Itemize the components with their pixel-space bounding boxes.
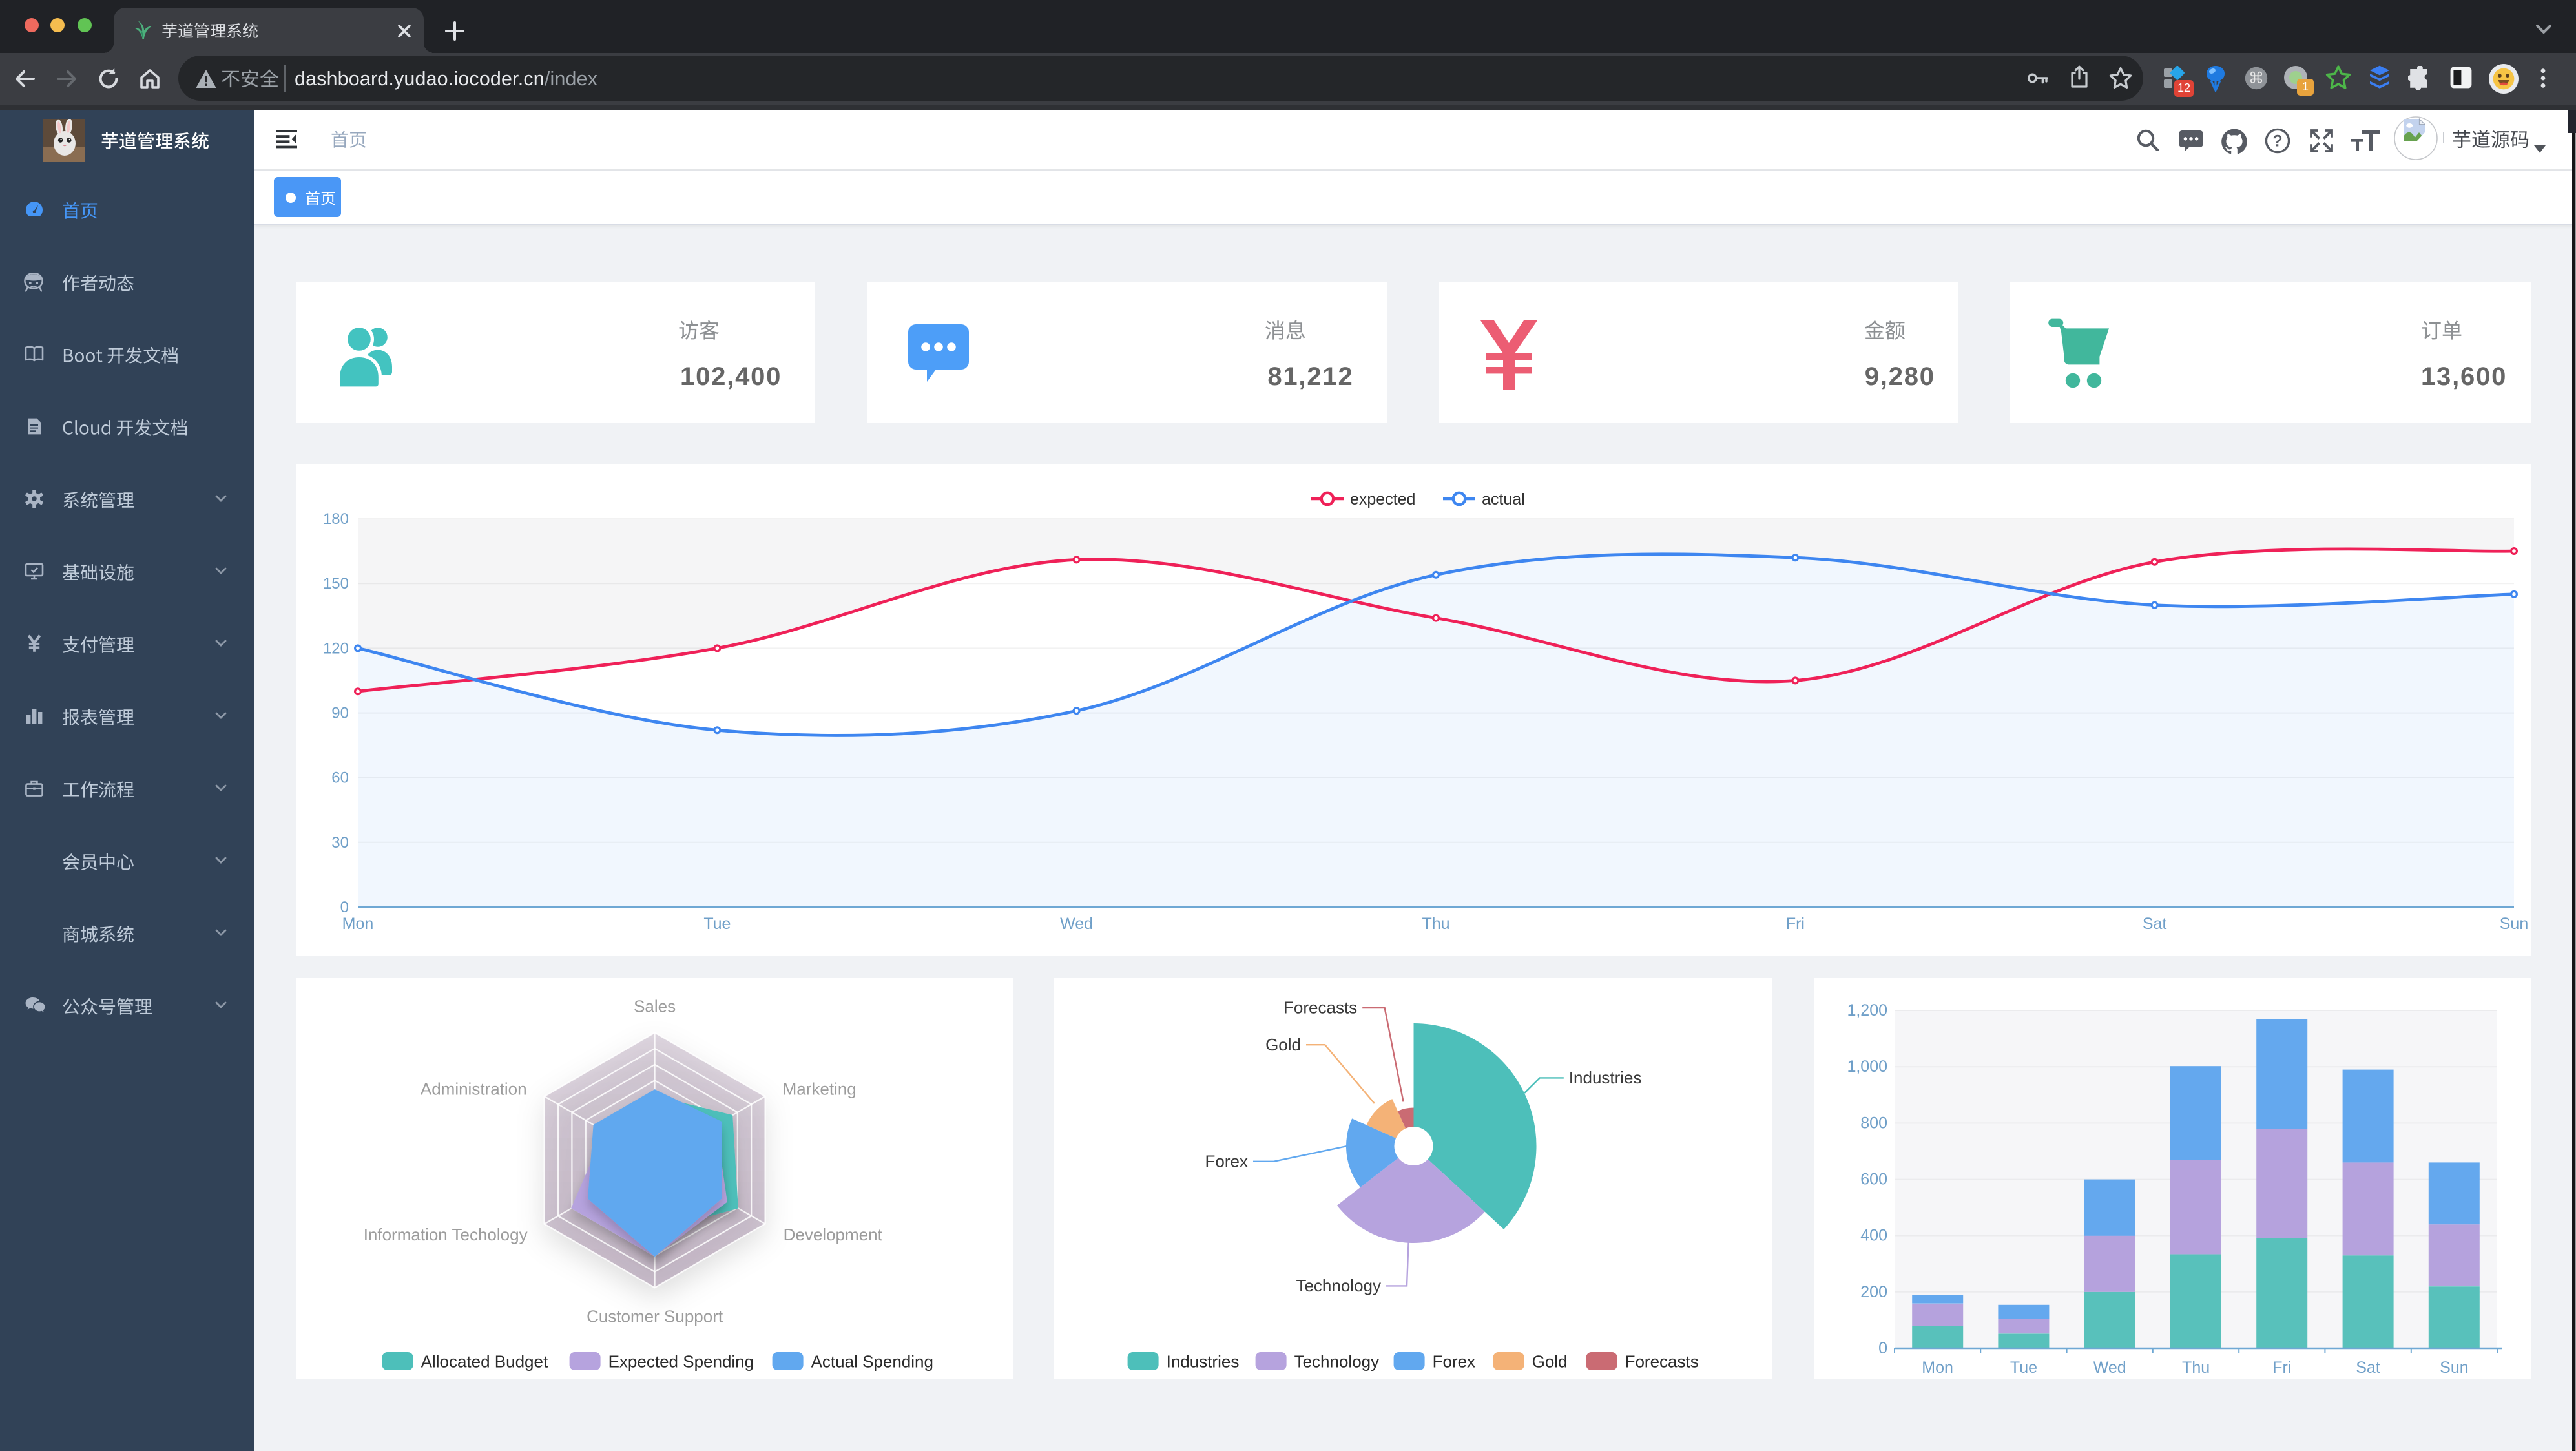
svg-text:Technology: Technology — [1296, 1275, 1381, 1295]
svg-text:Allocated Budget: Allocated Budget — [421, 1351, 548, 1370]
svg-text:actual: actual — [1481, 490, 1524, 508]
svg-text:Wed: Wed — [2093, 1358, 2126, 1376]
svg-text:180: 180 — [322, 510, 348, 527]
svg-text:Gold: Gold — [1265, 1034, 1301, 1054]
svg-text:600: 600 — [1860, 1170, 1887, 1188]
svg-text:1,000: 1,000 — [1846, 1057, 1887, 1075]
svg-text:400: 400 — [1860, 1226, 1887, 1244]
svg-text:Mon: Mon — [342, 914, 373, 932]
svg-text:Forex: Forex — [1205, 1151, 1248, 1170]
svg-text:30: 30 — [331, 833, 348, 851]
svg-text:Wed: Wed — [1059, 914, 1092, 932]
svg-text:800: 800 — [1860, 1113, 1887, 1131]
svg-text:Industries: Industries — [1167, 1351, 1240, 1370]
svg-text:Forecasts: Forecasts — [1625, 1351, 1699, 1370]
svg-text:1,200: 1,200 — [1846, 1001, 1887, 1019]
svg-text:0: 0 — [1878, 1339, 1887, 1357]
svg-text:⌘: ⌘ — [2248, 70, 2263, 87]
svg-text:Forecasts: Forecasts — [1283, 997, 1357, 1017]
svg-text:Sat: Sat — [2355, 1358, 2380, 1376]
svg-text:Development: Development — [783, 1224, 882, 1244]
svg-text:200: 200 — [1860, 1282, 1887, 1300]
svg-text:60: 60 — [331, 769, 348, 786]
svg-text:expected: expected — [1349, 490, 1415, 508]
svg-text:Sun: Sun — [2499, 914, 2528, 932]
svg-text:Actual Spending: Actual Spending — [811, 1351, 933, 1370]
svg-text:Industries: Industries — [1569, 1067, 1642, 1087]
svg-text:Administration: Administration — [420, 1079, 526, 1098]
svg-text:Fri: Fri — [1785, 914, 1804, 932]
svg-text:Sat: Sat — [2142, 914, 2166, 932]
svg-text:Sales: Sales — [633, 996, 675, 1015]
svg-text:Mon: Mon — [1921, 1358, 1953, 1376]
svg-text:Technology: Technology — [1294, 1351, 1380, 1370]
svg-text:150: 150 — [322, 574, 348, 592]
svg-text:Customer Support: Customer Support — [586, 1306, 723, 1325]
svg-text:Marketing: Marketing — [782, 1079, 856, 1098]
svg-text:90: 90 — [331, 704, 348, 722]
svg-text:Thu: Thu — [2181, 1358, 2209, 1376]
svg-text:Tue: Tue — [703, 914, 730, 932]
svg-text:Forex: Forex — [1433, 1351, 1475, 1370]
svg-text:?: ? — [2272, 132, 2282, 151]
svg-text:Gold: Gold — [1532, 1351, 1568, 1370]
svg-text:Expected Spending: Expected Spending — [608, 1351, 754, 1370]
svg-text:Fri: Fri — [2272, 1358, 2290, 1376]
svg-text:Sun: Sun — [2439, 1358, 2467, 1376]
svg-text:Thu: Thu — [1421, 914, 1449, 932]
svg-text:Information Techology: Information Techology — [363, 1224, 527, 1244]
svg-text:Tue: Tue — [2010, 1358, 2037, 1376]
svg-text:120: 120 — [322, 639, 348, 656]
svg-text:0: 0 — [340, 898, 348, 915]
